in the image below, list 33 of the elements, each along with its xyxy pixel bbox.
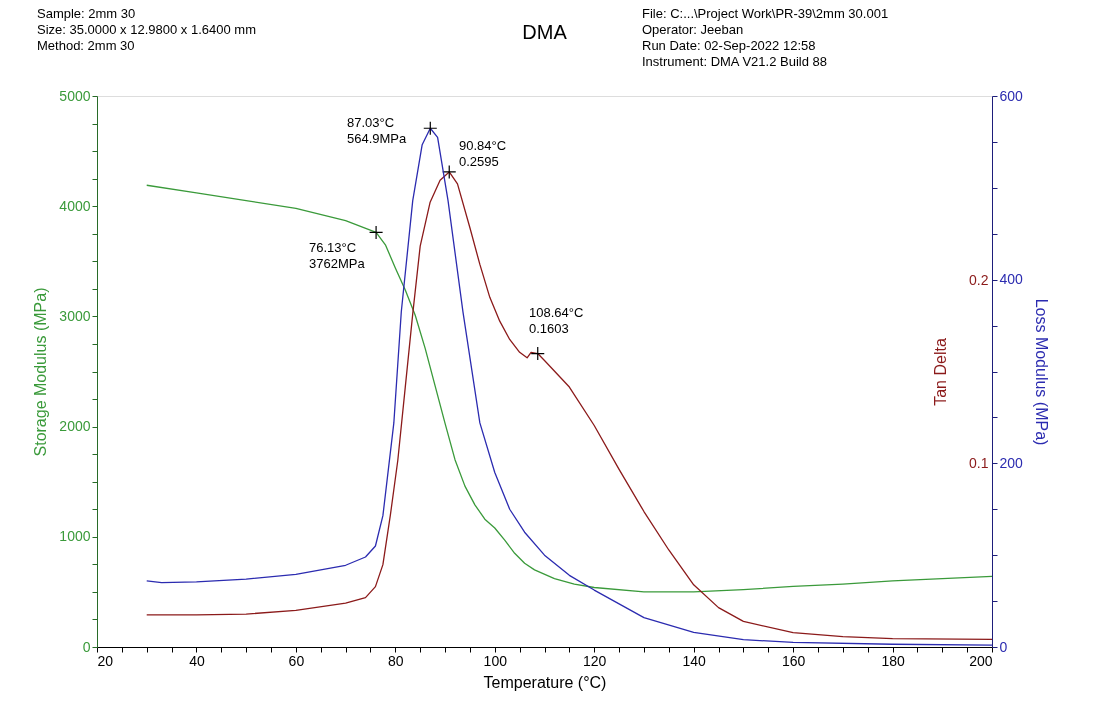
- y-axis-title: Storage Modulus (MPa): [32, 287, 50, 457]
- y2-tick-label: 0.2: [969, 272, 989, 289]
- x-axis-title: Temperature (°C): [483, 673, 607, 691]
- x-tick-label: 80: [388, 652, 404, 669]
- y2-tick-label: 0.1: [969, 455, 989, 472]
- x-tick-label: 40: [189, 652, 205, 669]
- x-tick-label: 100: [483, 652, 508, 669]
- annotation: 90.84°C 0.2595: [459, 138, 507, 169]
- y2-axis-title: Tan Delta: [932, 338, 950, 406]
- text: File: C:...\Project Work\PR-39\2mm 30.001 Operator: Jeeban Run Date: 02-Sep-2022 12:58 Instrument: DMA V21.2 Build 88: [642, 6, 889, 69]
- x-tick-label: 140: [682, 652, 707, 669]
- chart-title: DMA: [522, 21, 568, 43]
- y-tick-label: 4000: [59, 197, 91, 214]
- x-tick-label: 60: [288, 652, 305, 669]
- y-tick-label: 3000: [59, 307, 91, 324]
- text: Sample: 2mm 30 Size: 35.0000 x 12.9800 x 1.6400 mm Method: 2mm 30: [37, 6, 256, 53]
- y3-tick-label: 600: [999, 87, 1024, 104]
- annotation: 76.13°C 3762MPa: [309, 240, 366, 271]
- annotation: 87.03°C 564.9MPa: [347, 115, 408, 146]
- y3-tick-label: 200: [999, 454, 1024, 471]
- y3-tick-label: 400: [999, 271, 1024, 288]
- y-tick-label: 2000: [59, 418, 91, 435]
- x-tick-label: 20: [97, 652, 114, 669]
- y-tick-label: 5000: [59, 87, 91, 104]
- y-tick-label: 1000: [59, 528, 91, 545]
- y-tick-label: 0: [82, 638, 91, 655]
- y3-axis-title: Loss Modulus (MPa): [1032, 298, 1050, 446]
- x-tick-label: 180: [881, 652, 905, 669]
- annotation: 108.64°C 0.1603: [529, 305, 584, 336]
- x-tick-label: 200: [969, 652, 993, 669]
- y3-tick-label: 0: [999, 638, 1008, 655]
- x-tick-label: 120: [583, 652, 607, 669]
- x-tick-label: 160: [781, 652, 806, 669]
